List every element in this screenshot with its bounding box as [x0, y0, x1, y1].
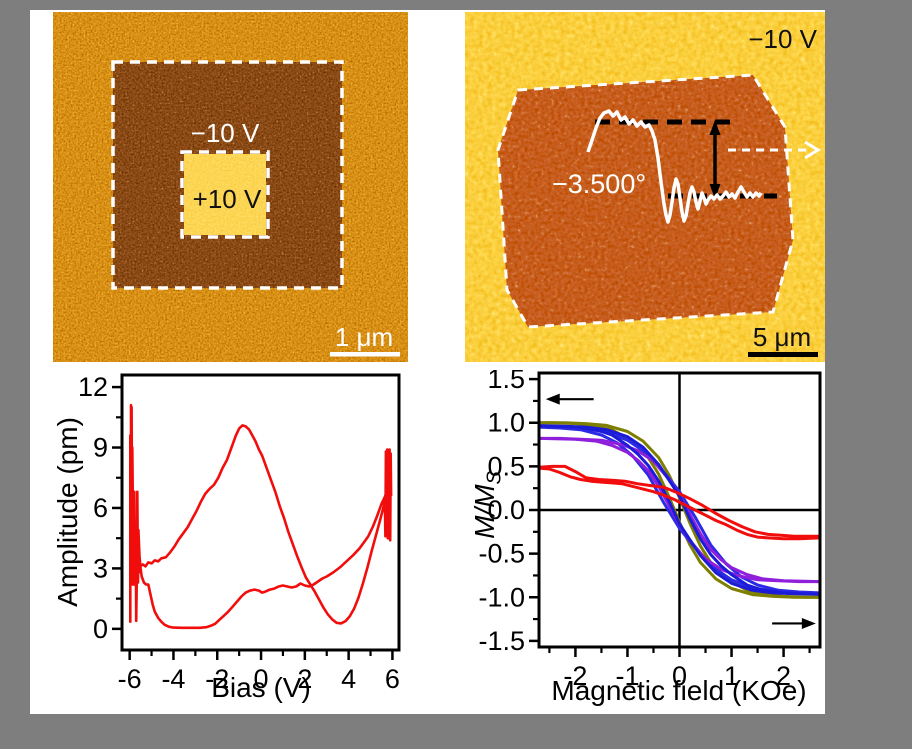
- figure-canvas: −10 V +10 V 1 μm: [30, 10, 825, 714]
- chart2-ylabel-main: M/M: [469, 484, 500, 539]
- afm1-inner-dashed-box: [180, 150, 270, 239]
- series-loop-red-lower: [538, 466, 821, 541]
- afm2-arrowhead-down: [709, 184, 721, 199]
- afm1-scalebar: [330, 352, 400, 357]
- plot-frame: [537, 371, 822, 649]
- x-tick-label: -2: [563, 661, 587, 691]
- y-tick-label: 6: [93, 493, 108, 523]
- y-tick-label: 9: [93, 433, 108, 463]
- afm1-outer-dashed-box: [111, 60, 344, 290]
- sweep-arrow-head: [545, 393, 560, 405]
- y-tick-label: -1.5: [478, 626, 525, 656]
- y-tick-label: 3: [93, 553, 108, 583]
- x-tick-label: 2: [297, 664, 312, 694]
- afm2-scalebar: [748, 352, 818, 357]
- afm2-domain-dashed-outline: [496, 73, 795, 329]
- afm1-scalebar-label: 1 μm: [335, 322, 393, 352]
- y-tick-label: 1.5: [487, 370, 525, 394]
- chart2-y-axis-title: M/MS: [467, 445, 506, 565]
- x-tick-label: 6: [385, 664, 400, 694]
- chart2-ylabel-subscript: S: [483, 471, 506, 485]
- x-tick-label: -4: [161, 664, 185, 694]
- afm1-positive-written-region: [184, 154, 266, 235]
- y-tick-label: 12: [78, 372, 108, 402]
- x-tick-label: 0: [254, 664, 269, 694]
- x-tick-label: -1: [615, 661, 639, 691]
- chart1-x-axis-title: Bias (V): [211, 672, 311, 703]
- y-tick-label: 0.5: [487, 451, 525, 481]
- afm2-phase-profile-trace: [586, 109, 763, 224]
- sweep-arrow-head: [801, 617, 816, 629]
- x-tick-label: -6: [118, 664, 142, 694]
- chart1-y-axis-title: Amplitude (pm): [52, 417, 83, 607]
- series-butterfly-reverse: [133, 488, 393, 630]
- mfm-domain-image: −3.500° −10 V 5 μm: [465, 12, 825, 362]
- y-tick-label: 0: [93, 614, 108, 644]
- afm1-outer-voltage-label: −10 V: [191, 118, 260, 148]
- afm2-scalebar-label: 5 μm: [753, 322, 811, 352]
- y-tick-label: 1.0: [487, 408, 525, 438]
- x-tick-label: 4: [341, 664, 356, 694]
- afm2-voltage-label: −10 V: [748, 24, 817, 54]
- x-tick-label: 2: [776, 661, 791, 691]
- afm2-phase-angle-label: −3.500°: [552, 169, 646, 199]
- plot-frame: [120, 373, 401, 652]
- y-tick-label: 0.0: [487, 495, 525, 525]
- series-loop-darkyellow-desc: [539, 421, 820, 599]
- x-tick-label: -2: [205, 664, 229, 694]
- series-loop-red-upper: [538, 464, 820, 538]
- afm2-profile-arrowhead-right: [804, 140, 821, 160]
- afm2-arrowhead-up: [709, 120, 721, 135]
- pfm-domain-image: −10 V +10 V 1 μm: [53, 12, 408, 362]
- afm2-switched-domain-region: [498, 75, 793, 327]
- chart2-x-axis-title: Magnetic field (KOe): [551, 675, 807, 706]
- y-tick-label: -0.5: [478, 539, 525, 569]
- x-tick-label: 1: [724, 661, 739, 691]
- series-loop-blue1-asc: [538, 424, 821, 596]
- magnetization-field-chart: -2 -1 0 1 2 1.5 1.0 0.5 0.0 -0.5 -1.0 -1.5: [478, 370, 822, 691]
- afm1-inner-voltage-label: +10 V: [193, 184, 262, 214]
- x-tick-label: 0: [672, 661, 687, 691]
- y-tick-label: -1.0: [478, 582, 525, 612]
